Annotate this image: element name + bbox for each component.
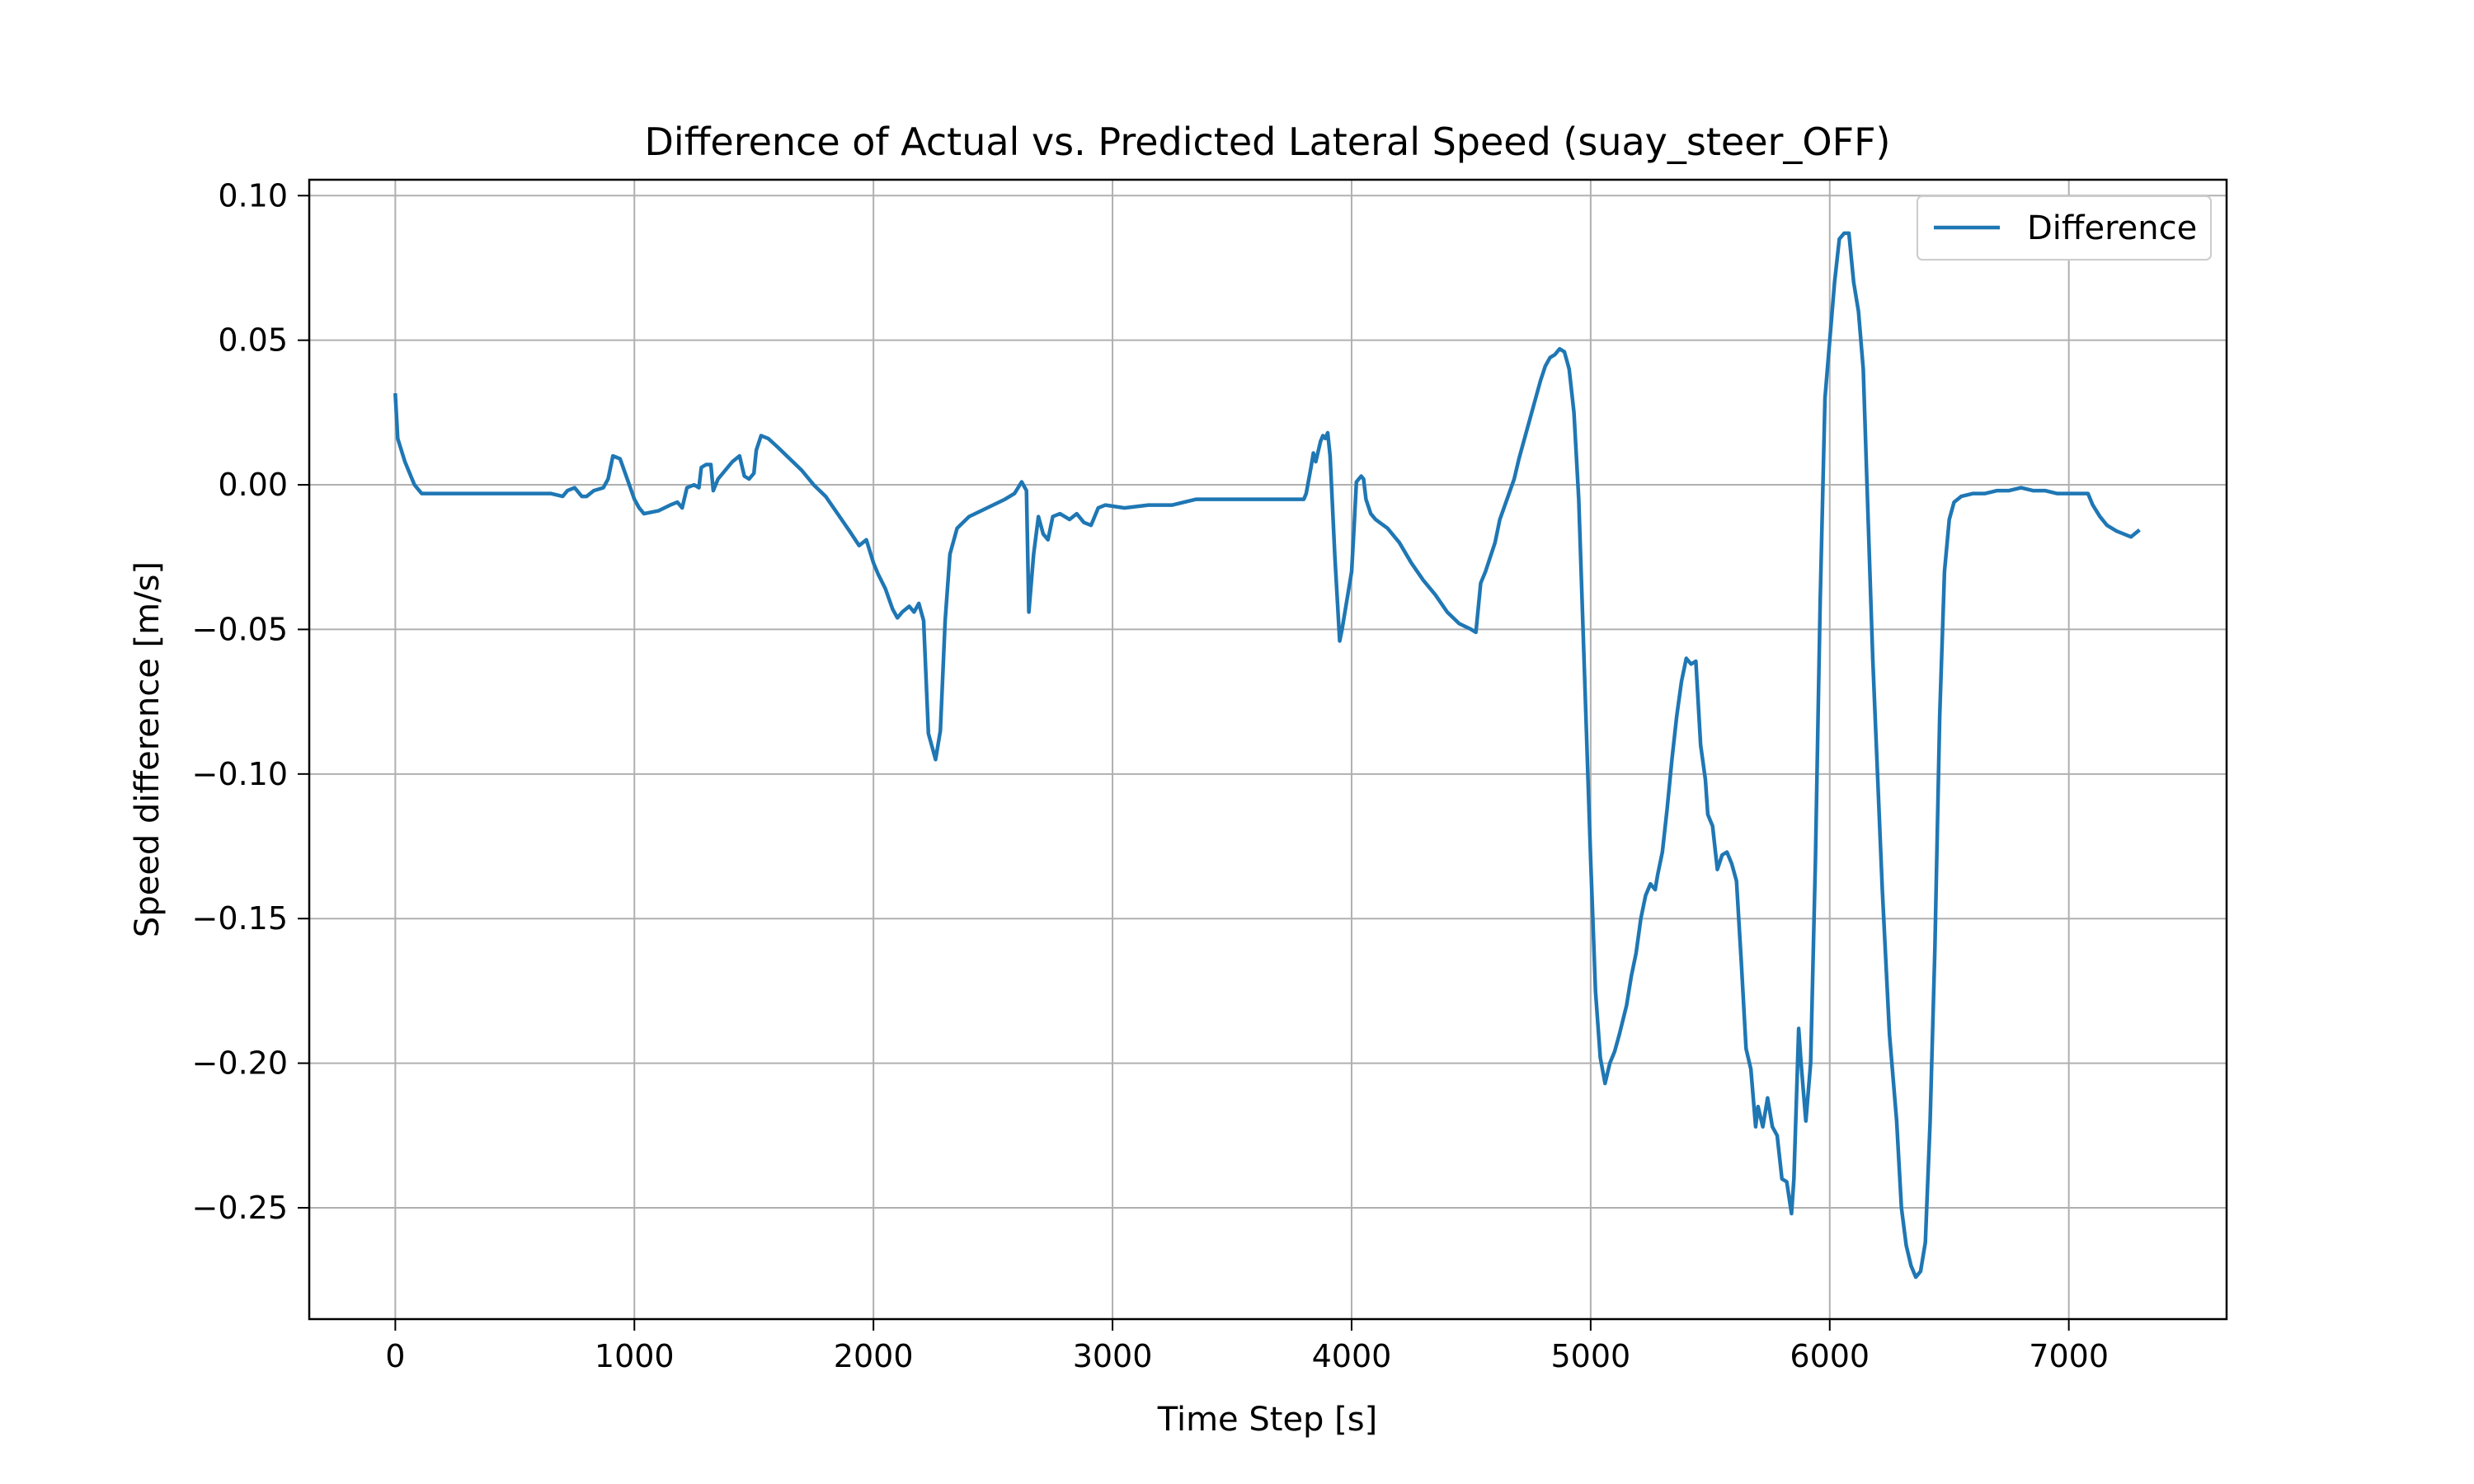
x-tick-label: 4000 <box>1312 1338 1392 1374</box>
y-tick-label: 0.05 <box>218 322 288 359</box>
grid <box>309 180 2227 1319</box>
x-tick-label: 2000 <box>834 1338 914 1374</box>
plot-area <box>393 231 2141 1280</box>
x-tick-label: 0 <box>385 1338 405 1374</box>
y-axis-label: Speed difference [m/s] <box>129 561 167 937</box>
x-tick-label: 6000 <box>1790 1338 1870 1374</box>
legend-label-difference: Difference <box>2027 209 2197 247</box>
y-tick-label: −0.25 <box>192 1190 288 1226</box>
y-tick-label: 0.00 <box>218 467 288 503</box>
x-axis: 0 1000 2000 3000 4000 5000 6000 7000 <box>385 1319 2109 1374</box>
y-axis: 0.10 0.05 0.00 −0.05 −0.10 −0.15 −0.20 −0.25 <box>192 177 309 1226</box>
x-tick-label: 7000 <box>2029 1338 2109 1374</box>
legend: Difference <box>1917 195 2212 261</box>
x-tick-label: 1000 <box>595 1338 675 1374</box>
chart-title: Difference of Actual vs. Predicted Later… <box>645 120 1891 164</box>
y-tick-label: −0.15 <box>192 900 288 937</box>
axes-frame <box>308 178 2228 1321</box>
x-tick-label: 5000 <box>1551 1338 1631 1374</box>
y-tick-label: −0.10 <box>192 756 288 792</box>
legend-frame <box>1917 195 2212 261</box>
y-tick-label: 0.10 <box>218 177 288 214</box>
series-line-difference <box>393 231 2141 1280</box>
x-tick-label: 3000 <box>1073 1338 1153 1374</box>
y-tick-label: −0.20 <box>192 1045 288 1082</box>
y-tick-label: −0.05 <box>192 611 288 647</box>
x-axis-label: Time Step [s] <box>1157 1401 1377 1439</box>
